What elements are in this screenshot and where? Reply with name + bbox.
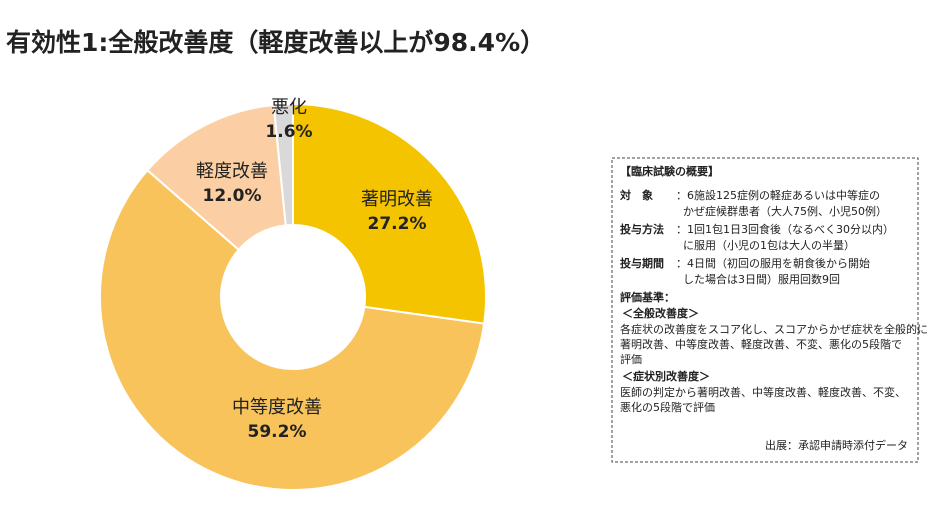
note-section-heading: ＜全般改善度＞ — [622, 306, 699, 320]
note-row-line: ：4日間（初回の服用を朝食後から開始 — [676, 256, 870, 270]
donut-slice — [272, 102, 294, 227]
slice-label: 悪化 — [271, 97, 307, 118]
note-row-line: した場合は3日間）服用回数9回 — [683, 272, 840, 286]
slice-label: 中等度改善 — [232, 397, 322, 418]
note-box — [611, 157, 919, 463]
note-section-line: 医師の判定から著明改善、中等度改善、軽度改善、不変、 — [620, 385, 906, 399]
note-row-line: ：6施設125症例の軽症あるいは中等症の — [676, 188, 880, 202]
note-title: 【臨床試験の概要】 — [620, 164, 719, 178]
note-section-line: 悪化の5段階で評価 — [620, 400, 715, 414]
note-criteria: 評価基準： — [620, 290, 675, 304]
value-label: 1.6% — [265, 122, 312, 142]
donut-slice — [99, 168, 486, 491]
note-row-line: ：1回1包1日3回食後（なるべく30分以内） — [676, 222, 894, 236]
slice-label: 著明改善 — [361, 189, 433, 210]
value-label: 59.2% — [248, 422, 307, 442]
slice-label: 軽度改善 — [196, 161, 268, 182]
note-row-label: 投与期間 — [620, 256, 664, 270]
note-row-line: に服用（小児の1包は大人の半量） — [683, 238, 855, 252]
note-row-label: 投与方法 — [620, 222, 664, 236]
note-row-label: 対 象 — [619, 188, 653, 202]
note-section-line: 評価 — [620, 352, 642, 366]
donut-slice — [146, 103, 287, 252]
note-source: 出展：承認申請時添付データ — [765, 438, 908, 452]
note-section-line: 各症状の改善度をスコア化し、スコアからかぜ症状を全般的に — [620, 322, 928, 336]
note-section-heading: ＜症状別改善度＞ — [622, 369, 710, 383]
note-section-line: 著明改善、中等度改善、軽度改善、不変、悪化の5段階で — [620, 337, 902, 351]
value-label: 27.2% — [368, 214, 427, 234]
note-row-line: かぜ症候群患者（大人75例、小児50例） — [683, 204, 887, 218]
chart-title: 有効性1:全般改善度（軽度改善以上が98.4%） — [6, 28, 545, 57]
donut-slice — [292, 102, 487, 325]
value-label: 12.0% — [203, 186, 262, 206]
